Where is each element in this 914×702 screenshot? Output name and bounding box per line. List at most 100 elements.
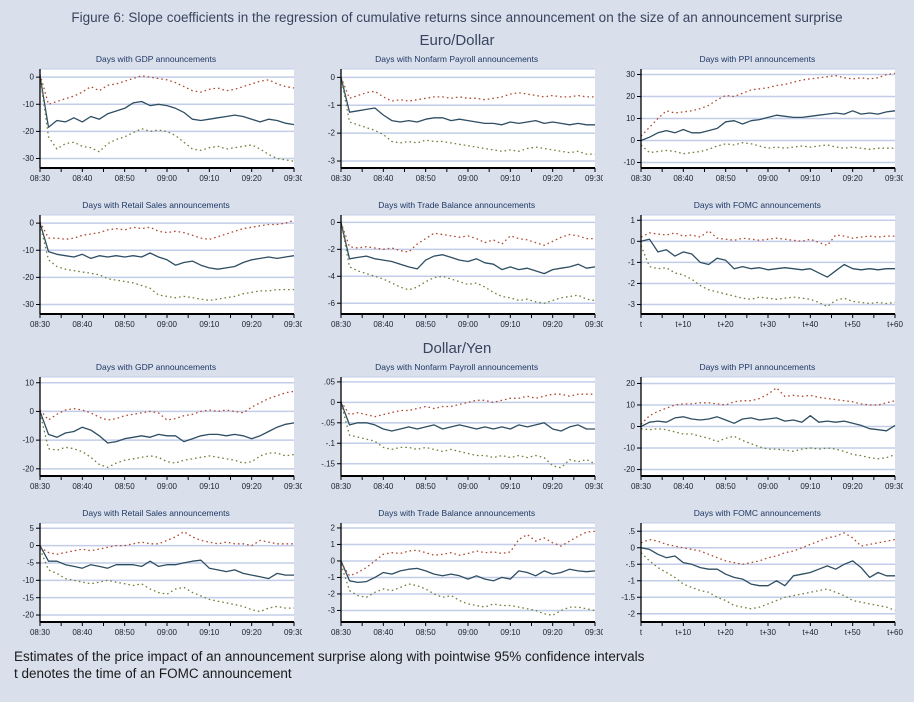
series-slope-estimate xyxy=(39,222,295,270)
series-slope-estimate xyxy=(641,238,896,278)
x-tick-label: 08:40 xyxy=(674,482,695,491)
y-tick-label: -1 xyxy=(328,573,336,582)
chart-canvas: 5 0 -5 -10 -15 -20 08:30 08:40 08:50 09:00 09:10 09… xyxy=(22,522,302,637)
y-tick-label: -5 xyxy=(27,559,35,568)
chart-canvas: 1 0 -1 -2 -3 t t+10 t+20 t+30 t+40 t+50 t+60 xyxy=(628,214,903,329)
x-tick-label: 09:00 xyxy=(758,482,779,491)
x-tick-label: 08:50 xyxy=(115,482,136,491)
series-upper-95-ci xyxy=(640,72,896,137)
x-tick-label: 08:40 xyxy=(72,320,93,329)
y-tick-label: -20 xyxy=(22,127,34,136)
x-tick-label: 09:10 xyxy=(500,482,521,491)
x-tick-label: 09:30 xyxy=(284,320,302,329)
charts-grid-dollar-yen: Days with GDP announcements 10 0 -10 -20 08:3… xyxy=(0,357,914,641)
x-tick-label: t+40 xyxy=(803,628,819,637)
series-upper-95-ci xyxy=(340,222,595,253)
x-tick-label: t+60 xyxy=(887,628,903,637)
x-tick-label: 09:30 xyxy=(885,482,903,491)
x-tick-label: t+20 xyxy=(718,628,734,637)
x-tick-label: 08:40 xyxy=(373,628,394,637)
chart-days-with-gdp-announcements: Days with GDP announcements 10 0 -10 -20 08:3… xyxy=(8,362,304,495)
x-tick-label: 08:40 xyxy=(72,174,93,183)
y-tick-label: -3 xyxy=(628,300,636,309)
footnote-line-2: t denotes the time of an FOMC announceme… xyxy=(14,666,292,682)
x-tick-label: 09:20 xyxy=(542,320,563,329)
x-tick-label: t xyxy=(640,628,643,637)
chart-canvas: 0 -10 -20 -30 08:30 08:40 08:50 09:00 09:10 09:20… xyxy=(22,68,302,183)
y-tick-label: 10 xyxy=(626,114,635,123)
chart-canvas: 20 10 0 -10 -20 08:30 08:40 08:50 09:00 09:10 09:2… xyxy=(624,376,903,491)
x-tick-label: 08:30 xyxy=(30,320,51,329)
chart-canvas: .05 0 -.05 -.1 -.15 08:30 08:40 08:50 09:00 09:10… xyxy=(321,376,603,491)
y-tick-label: 0 xyxy=(631,543,636,552)
x-tick-label: 09:00 xyxy=(157,482,178,491)
x-tick-label: 08:30 xyxy=(631,174,652,183)
y-tick-label: -20 xyxy=(22,273,34,282)
series-upper-95-ci xyxy=(39,74,295,105)
charts-grid-euro-dollar: Days with GDP announcements 0 -10 -20 -30 08:… xyxy=(0,49,914,333)
section-subtitle-dollar-yen: Dollar/Yen xyxy=(422,340,492,357)
x-tick-label: 09:00 xyxy=(458,482,479,491)
y-tick-label: -2 xyxy=(328,590,336,599)
chart-days-with-ppi-announcements: Days with PPI announcements 20 10 0 -10 -20 08… xyxy=(609,362,905,495)
series-slope-estimate xyxy=(641,110,896,142)
x-tick-label: 08:50 xyxy=(115,320,136,329)
y-tick-label: -30 xyxy=(22,154,34,163)
y-tick-label: 30 xyxy=(626,70,635,79)
series-lower-95-ci xyxy=(340,403,595,469)
plot-area xyxy=(340,215,595,314)
chart-days-with-ppi-announcements: Days with PPI announcements 30 20 10 0 -10 08:… xyxy=(609,54,905,187)
plot-area xyxy=(40,215,294,314)
x-tick-label: 08:50 xyxy=(716,174,737,183)
x-tick-label: 09:20 xyxy=(843,482,864,491)
x-tick-label: t+50 xyxy=(845,320,861,329)
x-tick-label: t+40 xyxy=(803,320,819,329)
series-upper-95-ci xyxy=(641,532,896,565)
series-slope-estimate xyxy=(340,77,595,126)
y-tick-label: 0 xyxy=(330,218,335,227)
x-tick-label: t+30 xyxy=(760,320,776,329)
y-tick-label: 0 xyxy=(30,73,35,82)
y-tick-label: -20 xyxy=(22,464,34,473)
series-upper-95-ci xyxy=(641,230,896,247)
x-tick-label: 09:20 xyxy=(242,174,263,183)
chart-canvas: 10 0 -10 -20 08:30 08:40 08:50 09:00 09:10 09:20 0… xyxy=(22,376,302,491)
y-tick-label: -1 xyxy=(628,576,636,585)
x-tick-label: 09:30 xyxy=(585,482,603,491)
x-tick-label: 08:40 xyxy=(373,174,394,183)
series-slope-estimate xyxy=(340,222,595,275)
chart-canvas: 0 -2 -4 -6 08:30 08:40 08:50 09:00 09:10 09:20 09:… xyxy=(328,214,603,329)
x-tick-label: 09:20 xyxy=(843,174,864,183)
chart-canvas: .5 0 -.5 -1 -1.5 -2 t t+10 t+20 t+30 t+40 t+50 t+60 xyxy=(622,522,903,637)
y-tick-label: -2 xyxy=(628,609,636,618)
series-lower-95-ci xyxy=(340,564,595,617)
y-tick-label: -2 xyxy=(628,279,636,288)
chart-days-with-nonfarm-payroll-announcements: Days with Nonfarm Payroll announcements.… xyxy=(309,362,605,495)
chart-title: Days with Retail Sales announcements xyxy=(82,508,230,518)
y-tick-label: -10 xyxy=(22,576,34,585)
x-tick-label: 09:10 xyxy=(199,482,220,491)
chart-title: Days with GDP announcements xyxy=(95,362,217,372)
y-tick-label: 0 xyxy=(330,398,335,407)
y-tick-label: -6 xyxy=(328,299,336,308)
series-slope-estimate xyxy=(39,75,295,128)
x-tick-label: 09:10 xyxy=(801,482,822,491)
series-lower-95-ci xyxy=(640,552,896,612)
x-tick-label: 08:40 xyxy=(72,482,93,491)
x-tick-label: 09:20 xyxy=(242,320,263,329)
x-tick-label: 09:10 xyxy=(500,174,521,183)
x-tick-label: 09:20 xyxy=(242,482,263,491)
x-tick-label: 09:00 xyxy=(157,174,178,183)
plot-area xyxy=(40,377,294,476)
y-tick-label: -.05 xyxy=(321,418,335,427)
chart-title: Days with FOMC announcements xyxy=(693,200,821,210)
x-tick-label: 09:00 xyxy=(758,174,779,183)
x-tick-label: 08:50 xyxy=(415,174,436,183)
chart-title: Days with FOMC announcements xyxy=(693,508,821,518)
series-slope-estimate xyxy=(641,415,896,432)
plot-area xyxy=(340,69,595,168)
x-tick-label: 08:50 xyxy=(716,482,737,491)
x-tick-label: 09:30 xyxy=(585,628,603,637)
x-tick-label: 09:30 xyxy=(585,174,603,183)
y-tick-label: 0 xyxy=(30,407,35,416)
